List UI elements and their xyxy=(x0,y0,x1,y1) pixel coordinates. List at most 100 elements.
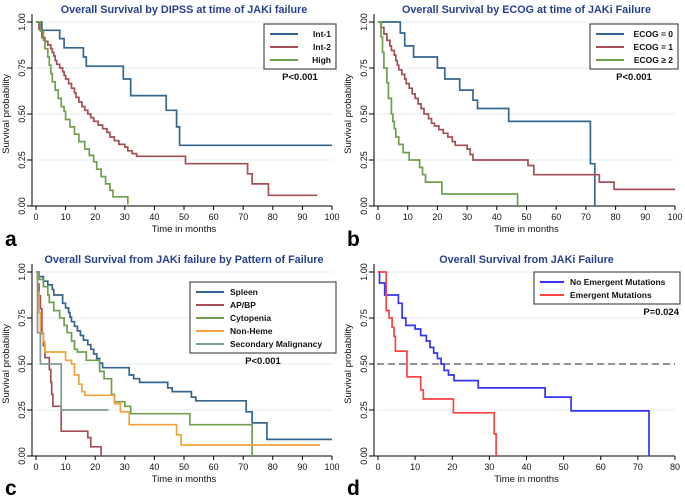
x-tick-label: 60 xyxy=(209,462,219,472)
x-tick-label: 10 xyxy=(410,462,420,472)
x-tick-label: 70 xyxy=(238,212,248,222)
km-curve-ecog-2 xyxy=(378,21,519,206)
x-tick-label: 40 xyxy=(492,212,502,222)
km-chart-dipss: 0.00 0.25 0.50 0.75 1.00 0 10 20 30 40 50 60 70 80 90 1… xyxy=(1,4,340,235)
x-axis-title: Time in months xyxy=(494,474,559,485)
legend-label: Emergent Mutations xyxy=(570,290,652,300)
p-value: P<0.001 xyxy=(616,72,652,83)
x-tick-label: 50 xyxy=(179,462,189,472)
x-tick-label: 80 xyxy=(670,462,680,472)
x-tick-label: 40 xyxy=(521,462,531,472)
km-curve-no-emergent-mutations xyxy=(378,271,650,456)
y-tick-label: 0.50 xyxy=(17,105,27,123)
x-tick-label: 100 xyxy=(324,212,339,222)
panel-letter-b: b xyxy=(347,228,360,250)
y-tick-label: 1.00 xyxy=(359,263,369,281)
km-chart-pattern-of-failure: 0.00 0.25 0.50 0.75 1.00 0 10 20 30 40 50 60 70 80 90 1… xyxy=(1,254,340,485)
km-curve-ap-bp xyxy=(36,271,102,456)
legend-label: Int-2 xyxy=(313,42,331,52)
y-tick-label: 1.00 xyxy=(17,13,27,31)
legend-label: ECOG = 1 xyxy=(634,42,674,52)
legend-box xyxy=(533,271,681,305)
legend-label: ECOG = 0 xyxy=(634,29,674,39)
legend-label: Spleen xyxy=(230,287,258,297)
y-tick-label: 0.25 xyxy=(359,151,369,169)
km-curve-ecog-1 xyxy=(378,21,675,191)
x-tick-label: 0 xyxy=(375,462,380,472)
p-value: P=0.024 xyxy=(643,307,679,318)
chart-title: Overall Survival by DIPSS at time of JAK… xyxy=(61,4,308,16)
x-axis-title: Time in months xyxy=(494,224,559,235)
x-tick-label: 60 xyxy=(596,462,606,472)
km-curve-emergent-mutations xyxy=(378,271,497,456)
km-curve-secondary-malignancy xyxy=(36,271,109,411)
x-tick-label: 50 xyxy=(559,462,569,472)
y-tick-label: 0.75 xyxy=(359,309,369,327)
x-tick-label: 10 xyxy=(403,212,413,222)
x-tick-label: 60 xyxy=(209,212,219,222)
x-tick-label: 30 xyxy=(120,462,130,472)
chart-title: Overall Survival from JAKi failure by Pa… xyxy=(44,254,323,266)
y-axis-title: Survival probability xyxy=(343,324,354,404)
km-curve-cytopenia xyxy=(36,271,253,456)
x-tick-label: 100 xyxy=(324,462,339,472)
x-tick-label: 90 xyxy=(297,212,307,222)
chart-title: Overall Survival from JAKi Failure xyxy=(439,254,614,266)
y-tick-label: 0.00 xyxy=(359,447,369,465)
km-curve-high xyxy=(36,21,129,205)
y-tick-label: 0.25 xyxy=(17,151,27,169)
x-tick-label: 70 xyxy=(238,462,248,472)
y-axis-title: Survival probability xyxy=(1,324,12,404)
panel-b: 0.00 0.25 0.50 0.75 1.00 0 10 20 30 40 50 60 70 80 90 1… xyxy=(342,0,685,250)
x-tick-label: 80 xyxy=(611,212,621,222)
x-tick-label: 70 xyxy=(633,462,643,472)
y-tick-label: 1.00 xyxy=(17,263,27,281)
x-tick-label: 30 xyxy=(484,462,494,472)
y-tick-label: 0.75 xyxy=(17,309,27,327)
panel-c: 0.00 0.25 0.50 0.75 1.00 0 10 20 30 40 50 60 70 80 90 1… xyxy=(0,250,342,499)
x-tick-label: 10 xyxy=(61,212,71,222)
x-tick-label: 30 xyxy=(120,212,130,222)
x-axis-title: Time in months xyxy=(152,224,217,235)
legend-label: Non-Heme xyxy=(230,326,273,336)
x-tick-label: 70 xyxy=(581,212,591,222)
x-axis-title: Time in months xyxy=(152,474,217,485)
y-tick-label: 0.50 xyxy=(359,355,369,373)
km-curve-non-heme xyxy=(36,271,321,446)
legend-label: AP/BP xyxy=(230,300,256,310)
km-curve-int-1 xyxy=(36,21,332,147)
y-tick-label: 0.75 xyxy=(359,59,369,77)
y-tick-label: 0.00 xyxy=(359,197,369,215)
y-tick-label: 0.00 xyxy=(17,197,27,215)
y-axis-title: Survival probability xyxy=(343,74,354,154)
legend-label: Int-1 xyxy=(313,29,331,39)
x-tick-label: 50 xyxy=(179,212,189,222)
x-tick-label: 100 xyxy=(667,212,682,222)
x-tick-label: 10 xyxy=(61,462,71,472)
km-chart-mutations: 0.00 0.25 0.50 0.75 1.00 0 10 20 30 40 50 60 70 80 Tim… xyxy=(343,254,681,485)
x-tick-label: 80 xyxy=(268,212,278,222)
y-tick-label: 0.75 xyxy=(17,59,27,77)
x-tick-label: 20 xyxy=(432,212,442,222)
y-axis-title: Survival probability xyxy=(1,74,12,154)
chart-title: Overall Survival by ECOG at time of JAKi… xyxy=(402,4,651,16)
legend-label: High xyxy=(312,55,331,65)
x-tick-label: 80 xyxy=(268,462,278,472)
x-tick-label: 0 xyxy=(33,212,38,222)
panel-letter-c: c xyxy=(5,477,17,499)
p-value: P<0.001 xyxy=(282,72,318,83)
x-tick-label: 0 xyxy=(33,462,38,472)
panel-letter-a: a xyxy=(5,228,17,250)
x-tick-label: 60 xyxy=(551,212,561,222)
y-tick-label: 0.25 xyxy=(17,401,27,419)
panel-letter-d: d xyxy=(347,477,360,499)
p-value: P<0.001 xyxy=(245,356,281,367)
legend-label: ECOG ≥ 2 xyxy=(634,55,673,65)
km-curve-ecog-0 xyxy=(378,21,596,206)
x-tick-label: 30 xyxy=(462,212,472,222)
y-tick-label: 1.00 xyxy=(359,13,369,31)
panel-d: 0.00 0.25 0.50 0.75 1.00 0 10 20 30 40 50 60 70 80 Tim… xyxy=(342,250,685,499)
km-curve-int-2 xyxy=(36,21,318,197)
x-tick-label: 40 xyxy=(149,212,159,222)
